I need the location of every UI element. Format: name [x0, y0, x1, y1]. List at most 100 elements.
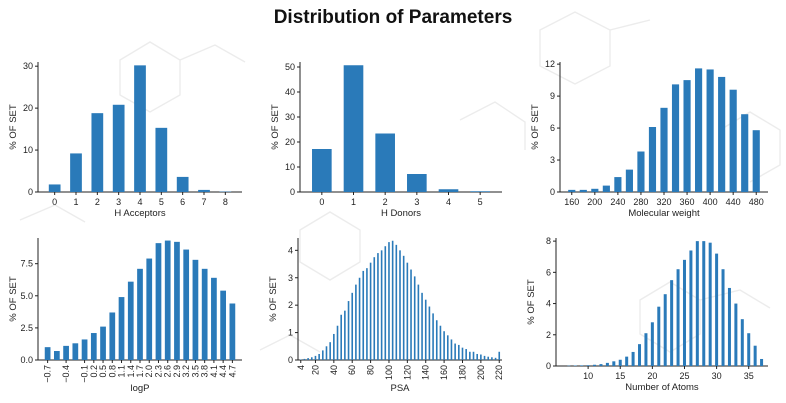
x-tick-label: 1	[73, 197, 78, 207]
y-tick-label: 0	[546, 361, 551, 371]
bar	[192, 259, 199, 360]
x-tick-label: 200	[587, 197, 602, 207]
y-tick-label: 0	[28, 187, 33, 197]
bar	[164, 240, 171, 360]
x-tick-label: 220	[494, 365, 504, 380]
x-tick-label: 8	[223, 197, 228, 207]
bar	[428, 306, 431, 360]
bar	[343, 65, 364, 192]
x-tick-label: 20	[310, 365, 320, 375]
bar	[480, 354, 482, 360]
x-tick-label: 200	[476, 365, 486, 380]
bar	[112, 104, 125, 192]
bar	[631, 351, 635, 366]
x-axis-label: Number of Atoms	[625, 382, 699, 393]
bar	[146, 258, 153, 360]
chart-5: 0 2 4 6 8 10 15 20 25 30 35 Number of Atoms % OF SET	[526, 236, 768, 393]
y-tick-label: 2.5	[20, 323, 33, 333]
y-tick-label: 8	[546, 236, 551, 246]
bar	[612, 361, 616, 366]
bar	[469, 351, 471, 360]
bar	[421, 292, 423, 360]
x-tick-label: 10	[583, 371, 593, 381]
y-tick-label: 4	[288, 245, 293, 255]
bar	[155, 243, 162, 360]
y-tick-label: 0	[290, 187, 295, 197]
bar	[644, 333, 648, 366]
y-tick-label: 2	[288, 300, 293, 310]
bar	[721, 269, 725, 366]
bar	[380, 250, 383, 360]
x-tick-label: 240	[610, 197, 625, 207]
x-tick-label: 3	[414, 197, 419, 207]
x-tick-label: 280	[633, 197, 648, 207]
y-axis-label: % OF SET	[530, 104, 541, 150]
x-tick-label: 2.6	[163, 365, 173, 378]
chart-3: 0.0 2.5 5.0 7.5 −0.7 −0.4 −0.1 0.2 0.5 0.8 1.1 1.4 1…	[8, 238, 242, 394]
bar	[734, 303, 738, 366]
x-tick-label: 2	[95, 197, 100, 207]
bar	[322, 350, 324, 360]
y-tick-label: 0.0	[20, 355, 33, 365]
bar	[614, 177, 622, 192]
y-tick-label: 12	[545, 59, 555, 69]
x-tick-label: 4	[296, 365, 306, 370]
x-tick-label: 2.0	[144, 365, 154, 378]
x-tick-label: 400	[703, 197, 718, 207]
bar	[358, 277, 361, 360]
x-tick-label: 0.5	[98, 365, 108, 378]
bar	[48, 184, 61, 192]
y-tick-label: 30	[23, 61, 33, 71]
bar	[458, 344, 460, 360]
bar	[384, 246, 387, 360]
bar	[638, 344, 642, 366]
bar	[450, 339, 453, 360]
bar	[410, 269, 412, 360]
bar	[715, 253, 719, 366]
bar	[663, 294, 667, 366]
x-tick-label: 120	[402, 365, 412, 380]
bar	[625, 356, 629, 366]
x-tick-label: 1.1	[117, 365, 127, 378]
bar	[498, 351, 501, 360]
bar	[579, 189, 587, 192]
bar	[568, 189, 576, 192]
bar	[373, 257, 376, 360]
x-tick-label: 25	[679, 371, 689, 381]
x-tick-label: 6	[180, 197, 185, 207]
bar	[91, 113, 104, 192]
bar	[605, 362, 609, 366]
bar	[44, 347, 51, 360]
bar	[702, 241, 706, 366]
x-tick-label: 440	[726, 197, 741, 207]
bar	[740, 319, 744, 366]
bar	[211, 277, 217, 360]
x-tick-label: 2.3	[153, 365, 163, 378]
page-title: Distribution of Parameters	[273, 7, 513, 28]
y-tick-label: 20	[285, 137, 295, 147]
x-axis-label: Molecular weight	[628, 208, 700, 219]
bar	[369, 262, 372, 360]
bar	[137, 268, 143, 360]
x-tick-label: 30	[712, 371, 722, 381]
x-tick-label: 20	[647, 371, 657, 381]
bar	[81, 339, 88, 360]
bar	[483, 355, 486, 360]
bar	[362, 270, 365, 360]
bar	[109, 312, 116, 360]
bar	[344, 310, 346, 360]
bar	[351, 292, 354, 360]
bar	[708, 242, 712, 366]
bar	[747, 333, 751, 366]
bar	[695, 68, 703, 192]
bar	[760, 358, 764, 366]
x-tick-label: 0	[319, 197, 324, 207]
bar	[454, 343, 456, 360]
x-tick-label: 3	[116, 197, 121, 207]
x-tick-label: 0.2	[89, 365, 99, 378]
bar	[491, 357, 493, 360]
bar	[310, 357, 313, 360]
bar	[443, 331, 445, 360]
bar	[472, 351, 475, 360]
x-tick-label: 1.7	[135, 365, 145, 378]
